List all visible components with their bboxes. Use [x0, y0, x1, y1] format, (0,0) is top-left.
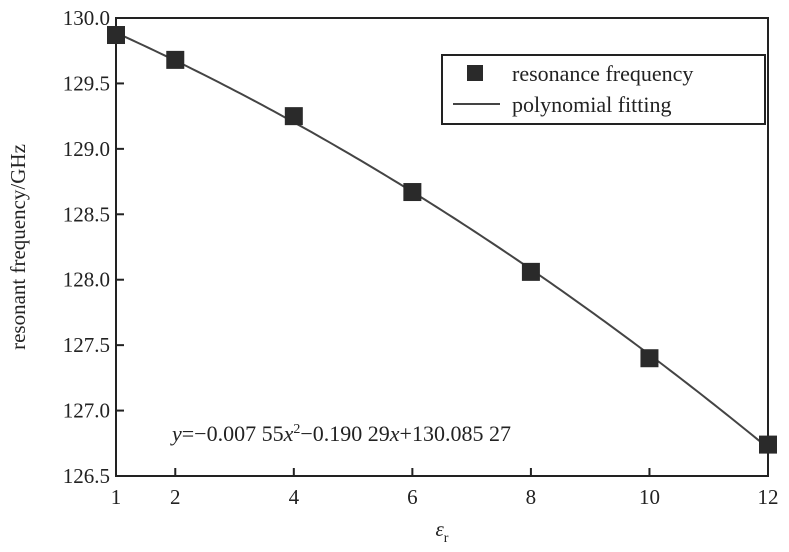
marker-layer [107, 26, 777, 454]
data-point [759, 435, 777, 454]
data-point [107, 26, 125, 45]
y-tick-label: 130.0 [63, 6, 110, 30]
x-axis-symbol: ε [436, 517, 445, 541]
x-axis-subscript: r [444, 531, 449, 546]
y-axis-ticks: 126.5 127.0 127.5 128.0 128.5 129.0 129.5 130.0 [63, 6, 124, 488]
y-tick-label: 129.0 [63, 137, 110, 161]
fit-curve [115, 31, 769, 449]
data-point [403, 183, 422, 202]
x-tick-label: 8 [526, 485, 537, 509]
y-tick-label: 128.0 [63, 268, 110, 292]
x-axis-ticks: 1 2 4 6 8 10 12 [111, 468, 779, 509]
y-tick-label: 128.5 [63, 202, 110, 226]
x-tick-label: 4 [289, 485, 300, 509]
x-tick-label: 10 [639, 485, 660, 509]
fit-equation: y=−0.007 55x2−0.190 29x+130.085 27 [170, 421, 511, 446]
y-tick-label: 127.0 [63, 399, 110, 423]
legend-label-fitting: polynomial fitting [512, 92, 672, 117]
data-point [166, 50, 185, 69]
x-tick-label: 6 [407, 485, 418, 509]
x-tick-label: 12 [758, 485, 779, 509]
y-axis-label: resonant frequency/GHz [6, 144, 30, 350]
y-tick-label: 127.5 [63, 333, 110, 357]
equation-x2: x [389, 421, 400, 446]
equation-x1: x [283, 421, 294, 446]
fit-layer [115, 31, 769, 449]
data-point [521, 262, 540, 281]
legend-label-resonance: resonance frequency [512, 61, 693, 86]
equation-superscript: 2 [293, 422, 300, 437]
equation-part1: =−0.007 55 [182, 421, 284, 446]
data-point [640, 349, 659, 368]
y-tick-label: 129.5 [63, 71, 110, 95]
legend-marker-square [467, 65, 483, 81]
x-tick-label: 2 [170, 485, 181, 509]
x-tick-label: 1 [111, 485, 122, 509]
equation-y: y [170, 421, 182, 446]
x-axis-label: εr [436, 517, 449, 546]
plot-frame [115, 17, 769, 477]
y-tick-label: 126.5 [63, 464, 110, 488]
equation-part2: −0.190 29 [300, 421, 389, 446]
data-point [284, 107, 303, 126]
equation-part3: +130.085 27 [400, 421, 511, 446]
legend: resonance frequency polynomial fitting [441, 54, 766, 125]
legend-box [441, 54, 766, 125]
